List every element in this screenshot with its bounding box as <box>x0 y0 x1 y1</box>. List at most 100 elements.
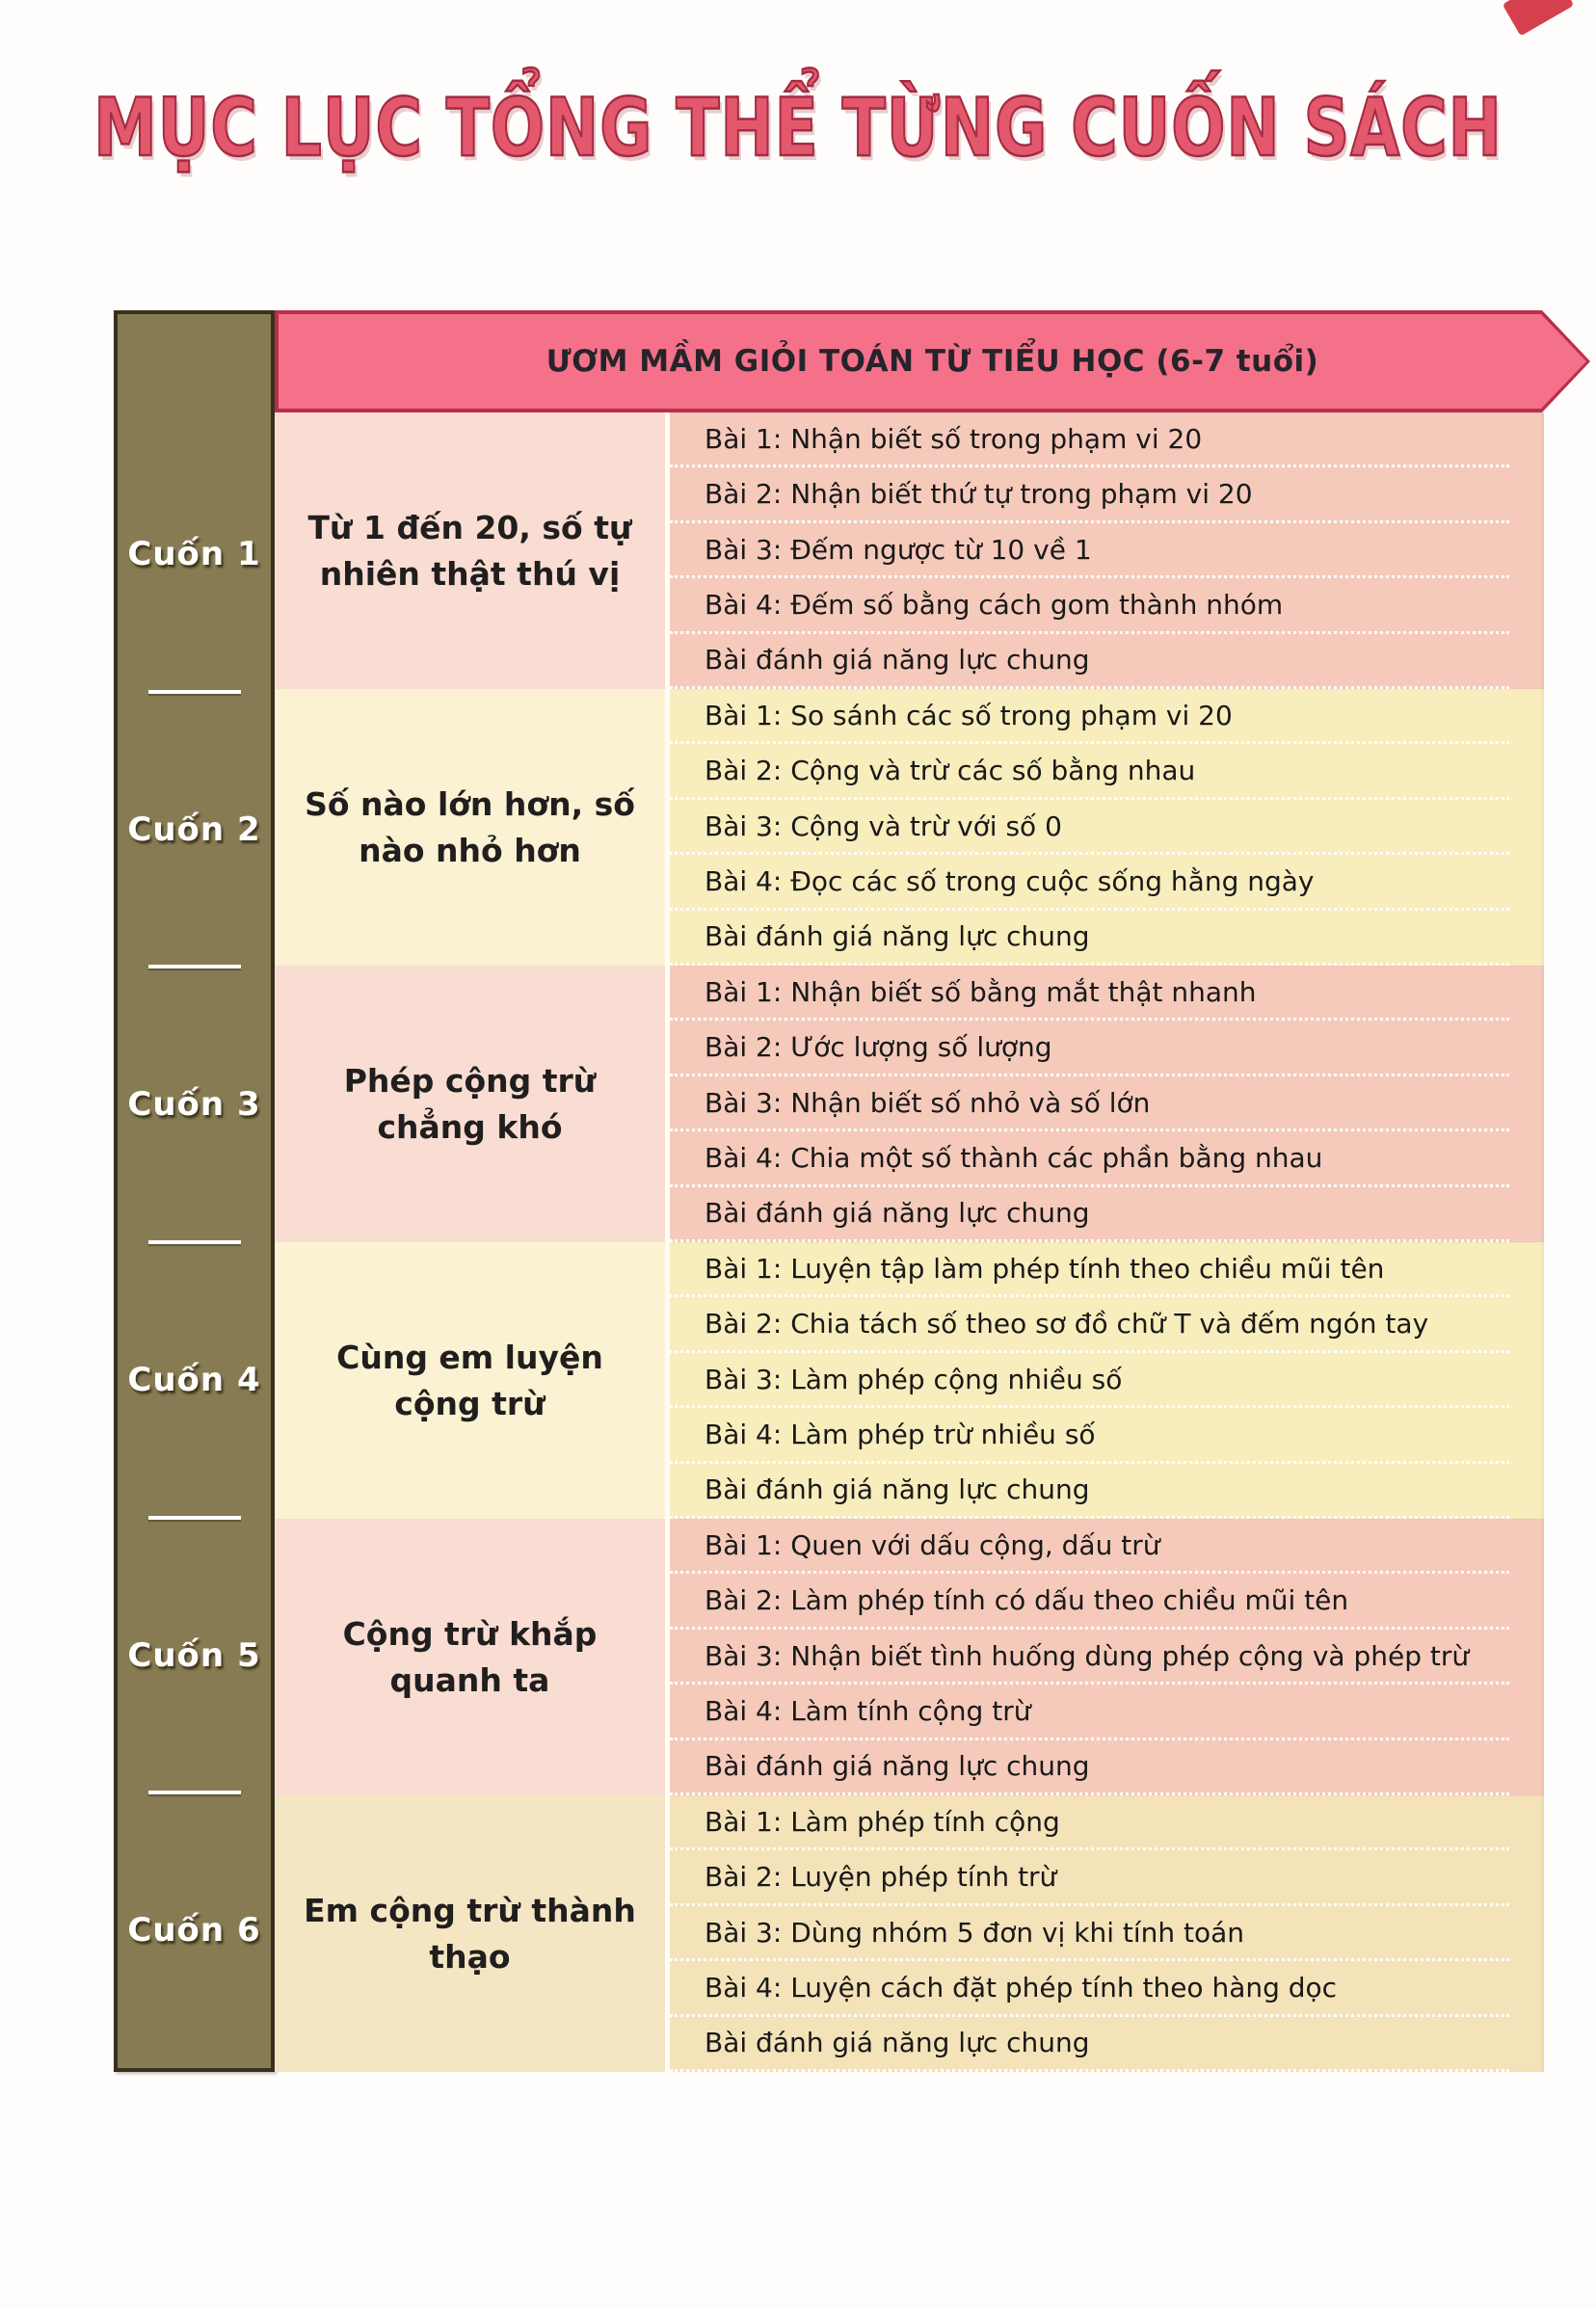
toc-header-banner: ƯƠM MẦM GIỎI TOÁN TỪ TIỂU HỌC (6-7 tuổi) <box>275 310 1590 412</box>
lesson-label: Bài đánh giá năng lực chung <box>705 1197 1090 1230</box>
lesson-row: Bài 4: Làm phép trừ nhiều số <box>670 1408 1509 1464</box>
lesson-label: Bài đánh giá năng lực chung <box>705 920 1090 953</box>
page-title: MỤC LỤC TỔNG THỂ TỪNG CUỐN SÁCH <box>93 81 1503 174</box>
sidebar-book-cell: Cuốn 3 <box>118 967 271 1245</box>
lesson-label: Bài 3: Đếm ngược từ 10 về 1 <box>705 533 1092 566</box>
toc-main: ƯƠM MẦM GIỎI TOÁN TỪ TIỂU HỌC (6-7 tuổi)… <box>275 310 1544 2073</box>
lesson-label: Bài 3: Cộng và trừ với số 0 <box>705 809 1062 842</box>
lesson-label: Bài 1: Quen với dấu cộng, dấu trừ <box>705 1528 1160 1561</box>
lesson-row: Bài 1: Nhận biết số bằng mắt thật nhanh <box>670 966 1509 1022</box>
lesson-label: Bài đánh giá năng lực chung <box>705 1750 1090 1783</box>
lesson-row: Bài 3: Cộng và trừ với số 0 <box>670 800 1509 856</box>
lesson-row: Bài 3: Làm phép cộng nhiều số <box>670 1353 1509 1409</box>
lesson-row: Bài 1: Quen với dấu cộng, dấu trừ <box>670 1519 1509 1575</box>
topic-cell: Từ 1 đến 20, số tự nhiên thật thú vị <box>275 412 665 689</box>
lesson-row: Bài đánh giá năng lực chung <box>670 2017 1509 2073</box>
section-row: Em cộng trừ thành thạo Bài 1: Làm phép tí… <box>275 1795 1544 2073</box>
topic-cell: Em cộng trừ thành thạo <box>275 1795 665 2072</box>
toc-table: Cuốn 1 Cuốn 2 Cuốn 3 Cuốn 4 Cuốn 5 Cuốn 6 ƯƠM… <box>114 310 1544 2073</box>
lesson-label: Bài 3: Nhận biết số nhỏ và số lớn <box>705 1086 1151 1119</box>
lesson-label: Bài 4: Làm tính cộng trừ <box>705 1694 1031 1727</box>
lesson-row: Bài 2: Làm phép tính có dấu theo chiều m… <box>670 1574 1509 1630</box>
lesson-row: Bài 1: Làm phép tính cộng <box>670 1795 1509 1851</box>
sidebar-divider <box>147 1240 241 1245</box>
lessons-cell: Bài 1: Nhận biết số trong phạm vi 20 Bài … <box>665 412 1544 690</box>
book-label: Cuốn 2 <box>127 809 261 849</box>
lesson-label: Bài 1: Luyện tập làm phép tính theo chiề… <box>705 1252 1385 1285</box>
sections-container: Từ 1 đến 20, số tự nhiên thật thú vị Bài … <box>275 412 1544 2073</box>
lessons-cell: Bài 1: Nhận biết số bằng mắt thật nhanh B… <box>665 966 1544 1243</box>
lesson-label: Bài 1: Nhận biết số bằng mắt thật nhanh <box>705 975 1257 1008</box>
lesson-row: Bài 4: Làm tính cộng trừ <box>670 1685 1509 1740</box>
section-row: Cùng em luyện cộng trừ Bài 1: Luyện tập l… <box>275 1242 1544 1520</box>
lesson-row: Bài 4: Đếm số bằng cách gom thành nhóm <box>670 578 1509 634</box>
lesson-row: Bài đánh giá năng lực chung <box>670 1464 1509 1520</box>
book-label: Cuốn 3 <box>127 1085 261 1125</box>
lesson-row: Bài đánh giá năng lực chung <box>670 634 1509 690</box>
book-label: Cuốn 5 <box>127 1635 261 1675</box>
lesson-row: Bài 1: So sánh các số trong phạm vi 20 <box>670 689 1509 745</box>
lesson-label: Bài 4: Đếm số bằng cách gom thành nhóm <box>705 588 1284 621</box>
topic-label: Số nào lớn hơn, số nào nhỏ hơn <box>305 784 635 869</box>
lesson-label: Bài 2: Chia tách số theo sơ đồ chữ T và … <box>705 1308 1429 1340</box>
lesson-row: Bài 2: Nhận biết thứ tự trong phạm vi 20 <box>670 467 1509 523</box>
lesson-row: Bài đánh giá năng lực chung <box>670 911 1509 967</box>
lesson-row: Bài 4: Đọc các số trong cuộc sống hằng n… <box>670 855 1509 911</box>
lesson-row: Bài 3: Nhận biết tình huống dùng phép cộ… <box>670 1630 1509 1685</box>
lessons-cell: Bài 1: Luyện tập làm phép tính theo chiề… <box>665 1242 1544 1520</box>
lesson-label: Bài 4: Chia một số thành các phần bằng n… <box>705 1141 1323 1174</box>
lesson-label: Bài 1: So sánh các số trong phạm vi 20 <box>705 699 1233 731</box>
section-row: Phép cộng trừ chẳng khó Bài 1: Nhận biết … <box>275 966 1544 1243</box>
sidebar-book-cell: Cuốn 1 <box>118 416 271 694</box>
lesson-row: Bài 3: Dùng nhóm 5 đơn vị khi tính toán <box>670 1906 1509 1962</box>
topic-label: Từ 1 đến 20, số tự nhiên thật thú vị <box>307 508 632 593</box>
sidebar-book-cell: Cuốn 2 <box>118 692 271 969</box>
book-label: Cuốn 4 <box>127 1360 261 1399</box>
banner-background <box>279 314 1586 409</box>
lessons-cell: Bài 1: So sánh các số trong phạm vi 20 Bà… <box>665 689 1544 967</box>
lesson-label: Bài 4: Luyện cách đặt phép tính theo hàn… <box>705 1971 1338 2004</box>
lesson-row: Bài 4: Luyện cách đặt phép tính theo hàn… <box>670 1961 1509 2017</box>
sidebar-divider <box>147 1515 241 1520</box>
lessons-cell: Bài 1: Làm phép tính cộng Bài 2: Luyện ph… <box>665 1795 1544 2073</box>
sidebar-book-cell: Cuốn 4 <box>118 1242 271 1520</box>
lesson-label: Bài 1: Làm phép tính cộng <box>705 1805 1060 1838</box>
lessons-cell: Bài 1: Quen với dấu cộng, dấu trừ Bài 2: … <box>665 1519 1544 1796</box>
lesson-row: Bài 2: Luyện phép tính trừ <box>670 1850 1509 1906</box>
lesson-row: Bài 3: Đếm ngược từ 10 về 1 <box>670 523 1509 579</box>
section-row: Cộng trừ khắp quanh ta Bài 1: Quen với dấ… <box>275 1519 1544 1796</box>
lesson-label: Bài 4: Làm phép trừ nhiều số <box>705 1418 1096 1450</box>
book-label: Cuốn 1 <box>127 534 261 573</box>
lesson-label: Bài đánh giá năng lực chung <box>705 644 1090 677</box>
section-row: Số nào lớn hơn, số nào nhỏ hơn Bài 1: So … <box>275 689 1544 967</box>
topic-cell: Cùng em luyện cộng trừ <box>275 1242 665 1519</box>
lesson-label: Bài đánh giá năng lực chung <box>705 1473 1090 1506</box>
lesson-label: Bài 2: Cộng và trừ các số bằng nhau <box>705 755 1196 787</box>
lesson-row: Bài 2: Ước lượng số lượng <box>670 1021 1509 1076</box>
section-row: Từ 1 đến 20, số tự nhiên thật thú vị Bài … <box>275 412 1544 690</box>
sidebar-column: Cuốn 1 Cuốn 2 Cuốn 3 Cuốn 4 Cuốn 5 Cuốn 6 <box>114 310 275 2072</box>
lesson-label: Bài 2: Làm phép tính có dấu theo chiều m… <box>705 1584 1349 1617</box>
lesson-row: Bài 3: Nhận biết số nhỏ và số lớn <box>670 1076 1509 1132</box>
lesson-label: Bài 3: Làm phép cộng nhiều số <box>705 1363 1123 1395</box>
lesson-label: Bài 2: Ước lượng số lượng <box>705 1031 1052 1064</box>
lesson-row: Bài đánh giá năng lực chung <box>670 1187 1509 1243</box>
lesson-row: Bài 4: Chia một số thành các phần bằng n… <box>670 1131 1509 1187</box>
topic-label: Cùng em luyện cộng trừ <box>336 1338 603 1422</box>
banner-label: ƯƠM MẦM GIỎI TOÁN TỪ TIỂU HỌC (6-7 tuổi) <box>545 344 1319 379</box>
sidebar-divider <box>147 1791 241 1795</box>
sidebar-divider <box>147 689 241 694</box>
lesson-row: Bài 1: Luyện tập làm phép tính theo chiề… <box>670 1242 1509 1298</box>
lesson-row: Bài 1: Nhận biết số trong phạm vi 20 <box>670 412 1509 468</box>
topic-cell: Phép cộng trừ chẳng khó <box>275 966 665 1242</box>
lesson-label: Bài 2: Nhận biết thứ tự trong phạm vi 20 <box>705 478 1253 511</box>
lesson-row: Bài 2: Chia tách số theo sơ đồ chữ T và … <box>670 1297 1509 1353</box>
lesson-row: Bài 2: Cộng và trừ các số bằng nhau <box>670 744 1509 800</box>
topic-label: Cộng trừ khắp quanh ta <box>342 1614 598 1699</box>
book-label: Cuốn 6 <box>127 1911 261 1951</box>
sidebar-spacer <box>118 314 271 416</box>
topic-cell: Cộng trừ khắp quanh ta <box>275 1519 665 1795</box>
topic-label: Em cộng trừ thành thạo <box>304 1891 636 1976</box>
lesson-label: Bài 3: Nhận biết tình huống dùng phép cộ… <box>705 1639 1470 1672</box>
